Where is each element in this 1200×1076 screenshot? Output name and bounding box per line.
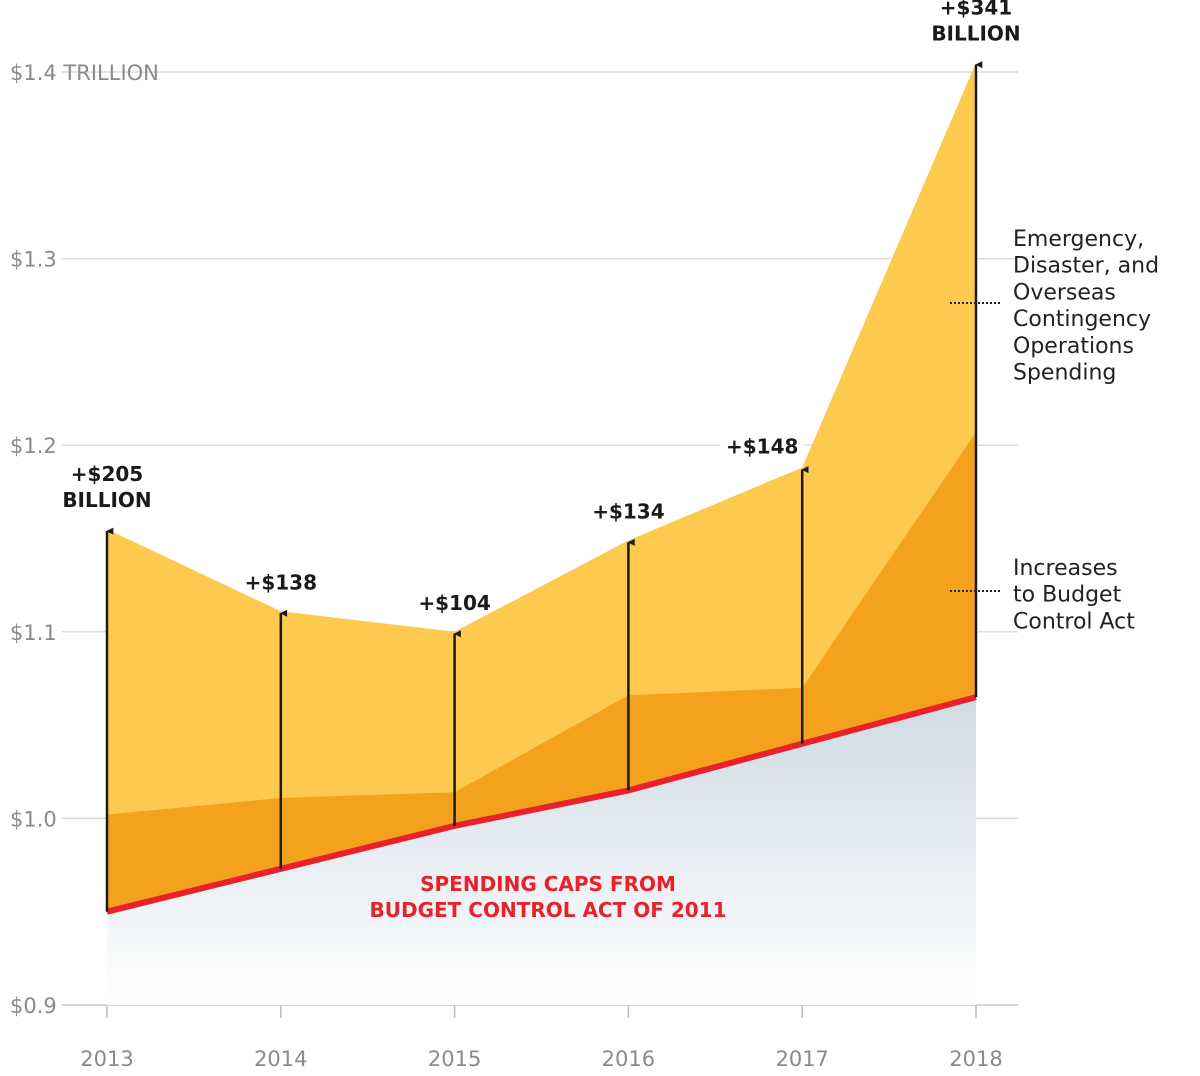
increase-annotation: +$148 xyxy=(726,435,798,459)
spending-caps-line xyxy=(106,694,977,915)
areas xyxy=(106,62,977,1005)
y-tick-label: $1.4 TRILLION xyxy=(10,61,159,85)
emergency-spending-legend: Disaster, and xyxy=(1013,254,1159,279)
annotation-bg xyxy=(720,434,805,459)
increase-annotation: BILLION xyxy=(931,22,1020,46)
x-tick-label: 2016 xyxy=(602,1047,655,1071)
bca-increases-legend: Control Act xyxy=(1013,609,1135,634)
x-tick-label: 2014 xyxy=(254,1047,307,1071)
emergency-spending-legend: Emergency, xyxy=(1013,227,1144,252)
y-tick-label: $1.0 xyxy=(10,807,57,831)
y-tick-label: $1.2 xyxy=(10,434,57,458)
increase-annotation: +$134 xyxy=(592,499,664,523)
bca-increases-area xyxy=(107,432,976,912)
x-tick-label: 2017 xyxy=(775,1047,828,1071)
increase-annotation: +$138 xyxy=(245,570,317,594)
increase-annotation: +$205 xyxy=(71,462,143,486)
emergency-spending-legend: Operations xyxy=(1013,334,1134,359)
base-area xyxy=(107,697,976,1005)
emergency-spending-legend: Contingency xyxy=(1013,307,1151,332)
x-tick-label: 2015 xyxy=(428,1047,481,1071)
x-tick-label: 2018 xyxy=(949,1047,1002,1071)
emergency-spending-legend: Spending xyxy=(1013,361,1116,386)
emergency-spending-legend: Overseas xyxy=(1013,280,1116,305)
y-tick-label: $1.1 xyxy=(10,621,57,645)
y-tick-label: $0.9 xyxy=(10,994,57,1018)
bca-increases-legend: to Budget xyxy=(1013,583,1122,608)
y-tick-label: $1.3 xyxy=(10,248,57,272)
spending-caps-label: SPENDING CAPS FROM xyxy=(420,872,676,896)
spending-caps-label: BUDGET CONTROL ACT OF 2011 xyxy=(370,898,727,922)
increase-annotation: +$341 xyxy=(940,0,1012,20)
bca-increases-legend: Increases xyxy=(1013,556,1118,581)
increase-annotation: BILLION xyxy=(62,488,151,512)
x-tick-label: 2013 xyxy=(80,1047,133,1071)
increase-annotation: +$104 xyxy=(418,591,490,615)
labels: $1.4 TRILLION $1.3 $1.2 $1.1 $1.0 $0.9 2013 201… xyxy=(10,0,1159,1071)
